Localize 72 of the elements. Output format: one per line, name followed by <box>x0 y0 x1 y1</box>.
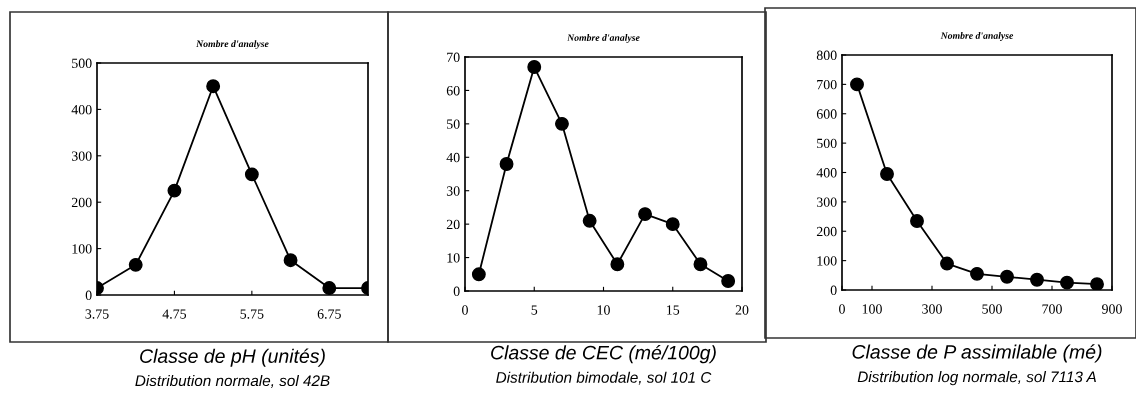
point <box>721 274 736 288</box>
y-tick-label: 200 <box>816 226 837 237</box>
point <box>1090 277 1104 290</box>
y-tick-label: 100 <box>817 256 837 266</box>
y-axis-title: Nombre d'analyse <box>940 32 1014 41</box>
x-tick-label: 10 <box>597 305 610 315</box>
y-tick-label: 0 <box>453 286 460 296</box>
y-tick-label: 40 <box>446 152 460 163</box>
x-axis-title: Classe de pH (unités) <box>140 348 325 367</box>
text: Distribution normale, sol 42B <box>135 374 330 388</box>
point <box>940 256 954 271</box>
text: Distribution bimodale, sol 101 C <box>496 371 712 385</box>
y-tick-label: 400 <box>816 168 837 178</box>
point <box>167 183 182 198</box>
point <box>527 60 542 74</box>
y-tick-label: 800 <box>816 50 837 60</box>
y-tick-label: 30 <box>446 186 460 196</box>
x-tick-label: 700 <box>1042 304 1062 314</box>
point <box>322 281 337 295</box>
point <box>499 157 514 171</box>
point <box>693 257 708 272</box>
y-tick-label: 20 <box>446 219 460 230</box>
x-tick-label: 300 <box>922 304 942 314</box>
y-tick-label: 500 <box>72 58 92 68</box>
point <box>910 214 924 228</box>
point <box>1000 269 1014 284</box>
point <box>1060 275 1074 290</box>
point <box>610 257 625 272</box>
point <box>1030 272 1044 287</box>
point <box>582 213 597 228</box>
x-tick-label: 6.75 <box>317 309 341 319</box>
y-axis-title: Nombre d'analyse <box>567 34 640 43</box>
x-tick-label: 0 <box>839 304 845 314</box>
y-tick-label: 0 <box>830 285 837 295</box>
y-tick-label: 300 <box>71 151 92 161</box>
point <box>970 266 984 281</box>
y-tick-label: 500 <box>817 138 837 149</box>
x-tick-label: 0 <box>462 305 468 315</box>
y-tick-label: 600 <box>816 109 837 119</box>
x-tick-label: 900 <box>1102 304 1122 314</box>
point <box>665 217 680 232</box>
x-tick-label: 100 <box>862 304 882 314</box>
point <box>555 116 569 131</box>
point <box>244 167 259 182</box>
point <box>880 167 894 181</box>
y-tick-label: 300 <box>816 197 837 207</box>
x-tick-label: 5.75 <box>240 309 264 319</box>
point <box>638 207 652 222</box>
y-tick-label: 700 <box>817 79 837 90</box>
x-tick-label: 4.75 <box>162 309 187 319</box>
x-tick-label: 3.75 <box>85 309 109 319</box>
y-tick-label: 200 <box>71 197 92 208</box>
y-tick-label: 100 <box>72 244 92 254</box>
y-tick-label: 0 <box>85 290 92 300</box>
y-tick-label: 400 <box>71 104 92 115</box>
y-tick-label: 50 <box>447 119 460 129</box>
y-tick-label: 60 <box>446 86 460 96</box>
text: Distribution log normale, sol 7113 A <box>857 371 1096 386</box>
point <box>850 77 864 92</box>
point <box>128 257 143 272</box>
point <box>206 79 221 94</box>
point <box>471 267 486 282</box>
x-tick-label: 500 <box>982 304 1002 314</box>
x-axis-title: Classe de CEC (mé/100g) <box>491 345 716 364</box>
point <box>283 253 298 268</box>
x-tick-label: 20 <box>735 305 749 315</box>
y-tick-label: 10 <box>447 253 460 263</box>
y-tick-label: 70 <box>447 52 460 62</box>
x-tick-label: 15 <box>667 305 680 315</box>
y-axis-title: Nombre d'analyse <box>196 40 269 50</box>
x-axis-title: Classe de P assimilable (mé) <box>852 344 1102 363</box>
x-tick-label: 5 <box>531 305 538 315</box>
